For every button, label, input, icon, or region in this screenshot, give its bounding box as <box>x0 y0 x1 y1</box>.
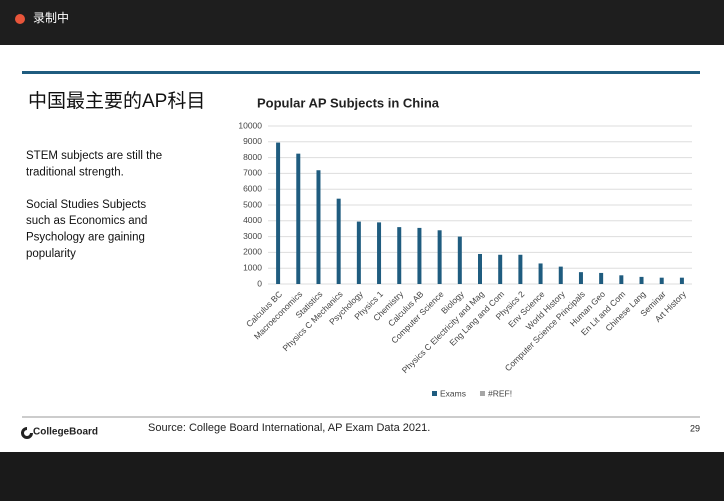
body-line: traditional strength. <box>26 166 124 178</box>
record-icon <box>15 14 25 24</box>
y-tick-label: 7000 <box>243 168 262 178</box>
record-label: 录制中 <box>33 10 69 25</box>
page-number: 29 <box>690 423 700 433</box>
bar <box>538 263 543 284</box>
bar <box>619 275 624 284</box>
body-line: STEM subjects are still the <box>26 150 162 162</box>
y-tick-label: 6000 <box>243 183 262 193</box>
y-tick-label: 4000 <box>243 215 262 225</box>
bar <box>498 254 503 284</box>
top-bar <box>0 0 724 45</box>
y-tick-label: 3000 <box>243 231 262 241</box>
bar <box>377 222 382 284</box>
bar <box>397 227 402 284</box>
y-tick-label: 10000 <box>238 120 262 130</box>
y-tick-label: 0 <box>257 278 262 288</box>
bar <box>599 272 604 284</box>
legend-swatch <box>479 391 485 396</box>
y-tick-label: 5000 <box>243 199 262 209</box>
chart-title: Popular AP Subjects in China <box>257 95 440 110</box>
bar <box>578 272 583 284</box>
body-text: STEM subjects are still the traditional s… <box>26 150 162 260</box>
bar <box>316 170 321 284</box>
legend-swatch <box>432 391 437 396</box>
legend-label: Exams <box>440 388 466 398</box>
title-rule <box>22 71 700 74</box>
bar <box>276 142 281 284</box>
y-tick-label: 1000 <box>243 262 262 272</box>
slide-title: 中国最主要的AP科目 <box>28 90 205 112</box>
y-tick-label: 9000 <box>243 136 262 146</box>
bar <box>679 277 684 284</box>
bar <box>639 276 644 284</box>
bar <box>518 254 523 284</box>
body-line: Social Studies Subjects <box>26 199 146 211</box>
body-line: Psychology are gaining <box>26 232 145 244</box>
y-tick-label: 8000 <box>243 152 262 162</box>
bar <box>659 277 664 284</box>
body-line: popularity <box>26 248 76 260</box>
logo: CollegeBoard <box>33 427 98 438</box>
bar <box>437 230 442 284</box>
body-line: such as Economics and <box>26 215 147 227</box>
bar <box>417 227 422 284</box>
legend-label: #REF! <box>488 388 512 398</box>
bottom-bar <box>0 452 724 501</box>
bar <box>356 221 361 284</box>
bar <box>558 266 563 284</box>
y-tick-label: 2000 <box>243 247 262 257</box>
bar <box>336 198 341 284</box>
bar <box>457 236 462 284</box>
slide <box>0 45 724 452</box>
bar <box>478 253 482 284</box>
source: Source: College Board International, AP … <box>148 422 430 434</box>
logo-icon <box>21 427 33 439</box>
bar <box>296 153 301 284</box>
